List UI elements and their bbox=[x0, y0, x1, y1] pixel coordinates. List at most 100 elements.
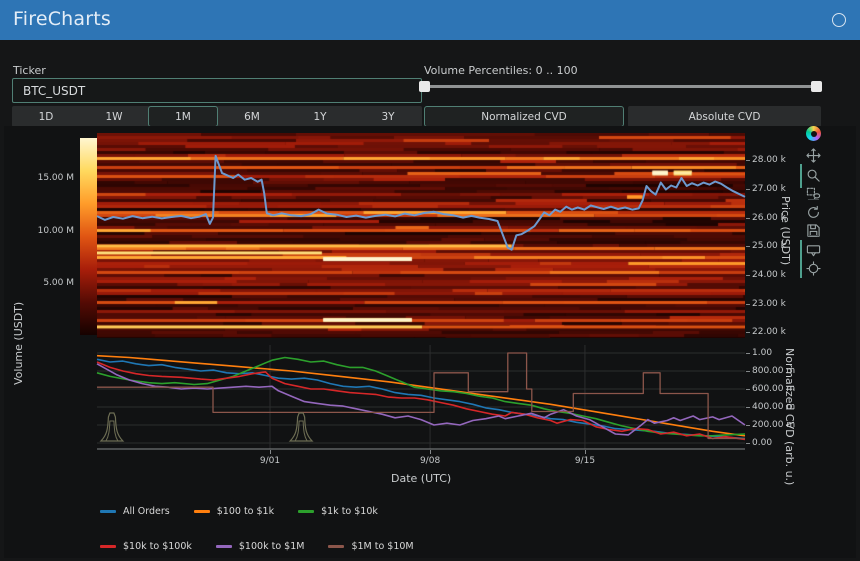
legend-item--100-to-1k[interactable]: $100 to $1k bbox=[193, 506, 275, 517]
date-tick-label: 9/08 bbox=[419, 456, 441, 466]
colorbar-tick-label: 5.00 M bbox=[43, 277, 74, 288]
legend-marker bbox=[193, 510, 210, 513]
cvd-tick-mark bbox=[746, 371, 750, 372]
price-tick-mark bbox=[746, 332, 750, 334]
plotly-modebar bbox=[0, 0, 860, 278]
pan-icon[interactable] bbox=[806, 148, 821, 163]
app-title: FireCharts bbox=[13, 8, 112, 30]
tower-marker-shape bbox=[99, 412, 125, 442]
box-lasso-select-icon[interactable] bbox=[806, 186, 821, 201]
legend-marker bbox=[328, 545, 345, 548]
date-tick-label: 9/01 bbox=[259, 456, 281, 466]
timeframe-button-1d[interactable]: 1D bbox=[38, 110, 54, 123]
cvd-tick-label: 0.00 bbox=[752, 438, 773, 448]
legend-item--10k-to-100k[interactable]: $10k to $100k bbox=[100, 541, 192, 552]
price-tick-mark bbox=[746, 188, 750, 190]
timeframe-group: 1D 1W 1M 6M 1Y 3Y bbox=[12, 106, 422, 127]
modebar-active-bar bbox=[800, 240, 802, 278]
price-tick-label: 24.00 k bbox=[752, 269, 786, 280]
modebar-divider bbox=[808, 199, 819, 200]
legend-label: $100 to $1k bbox=[216, 506, 275, 517]
volume-percentile-high-handle[interactable] bbox=[811, 81, 822, 92]
cvd-tick-mark bbox=[746, 425, 750, 426]
legend-label: $1M to $10M bbox=[351, 541, 414, 552]
volume-heatmap-plot[interactable] bbox=[97, 133, 745, 338]
plotly-logo-icon[interactable] bbox=[806, 126, 821, 141]
cvd-series-line bbox=[96, 363, 746, 436]
volume-percentile-slider-track[interactable] bbox=[424, 85, 816, 88]
price-tick-mark bbox=[746, 274, 750, 276]
reset-axes-icon[interactable] bbox=[806, 205, 821, 220]
cvd-series-line bbox=[96, 356, 746, 437]
timeframe-button-3y[interactable]: 3Y bbox=[381, 110, 395, 123]
status-circle-icon bbox=[832, 13, 846, 27]
price-tick-label: 28.00 k bbox=[752, 155, 786, 166]
price-tick-label: 25.00 k bbox=[752, 241, 786, 252]
timeframe-button-1w[interactable]: 1W bbox=[105, 110, 123, 123]
legend-label: $10k to $100k bbox=[123, 541, 192, 552]
modebar-divider bbox=[808, 235, 819, 236]
price-tick-mark bbox=[746, 246, 750, 248]
legend-label: All Orders bbox=[123, 506, 170, 517]
ticker-label: Ticker bbox=[13, 64, 46, 77]
tower-marker-shape bbox=[288, 412, 314, 442]
legend-item--1k-to-10k[interactable]: $1k to $10k bbox=[298, 506, 378, 517]
tower-marker-shape-inner bbox=[294, 420, 309, 442]
zoom-icon[interactable] bbox=[806, 168, 821, 183]
cvd-tick-label: 600.00 m bbox=[752, 384, 796, 394]
date-tick-label: 9/15 bbox=[574, 456, 596, 466]
volume-axis-title: Volume (USDT) bbox=[12, 301, 25, 385]
cvd-tick-label: 400.00 m bbox=[752, 402, 796, 412]
volume-percentiles-label: Volume Percentiles: 0 .. 100 bbox=[424, 64, 578, 77]
cvd-tick-mark bbox=[746, 353, 750, 354]
save-icon[interactable] bbox=[806, 223, 821, 238]
volume-colorbar bbox=[80, 138, 97, 335]
price-tick-mark bbox=[746, 217, 750, 219]
legend-marker bbox=[100, 510, 116, 513]
volume-percentile-low-handle[interactable] bbox=[419, 81, 430, 92]
ticker-input[interactable] bbox=[12, 78, 422, 103]
modebar-active-bar bbox=[800, 164, 802, 188]
cvd-tick-label: 800.00 m bbox=[752, 366, 796, 376]
legend-item--100k-to-1m[interactable]: $100k to $1M bbox=[215, 541, 304, 552]
tower-marker-shape-inner bbox=[105, 420, 119, 442]
price-tick-label: 27.00 k bbox=[752, 183, 786, 194]
cvd-series-line bbox=[96, 358, 746, 440]
legend-item-all-orders[interactable]: All Orders bbox=[100, 506, 170, 517]
date-tick-mark bbox=[584, 450, 586, 454]
legend-marker bbox=[215, 545, 232, 548]
legend-item--1m-to-10m[interactable]: $1M to $10M bbox=[328, 541, 414, 552]
date-tick-mark bbox=[430, 450, 432, 454]
timeframe-button-1y[interactable]: 1Y bbox=[313, 110, 327, 123]
colorbar-tick-label: 10.00 M bbox=[37, 225, 74, 236]
price-axis-title: Price (USDT) bbox=[779, 196, 792, 266]
cvd-mode-button-normalized[interactable]: Normalized CVD bbox=[424, 106, 624, 127]
legend-label: $1k to $10k bbox=[321, 506, 378, 517]
x-axis-title: Date (UTC) bbox=[391, 472, 452, 485]
cvd-tick-mark bbox=[746, 443, 750, 444]
cvd-tick-mark bbox=[746, 389, 750, 390]
cvd-line-plot[interactable] bbox=[96, 345, 746, 452]
price-line-overlay bbox=[96, 154, 746, 251]
price-line bbox=[96, 154, 746, 251]
cvd-tick-label: 200.00 m bbox=[752, 420, 796, 430]
legend-marker bbox=[100, 545, 116, 548]
cvd-axis-title: Normalized CVD (arb. u.) bbox=[783, 348, 796, 486]
hover-tooltip-icon[interactable] bbox=[806, 243, 821, 258]
price-tick-label: 26.00 k bbox=[752, 212, 786, 223]
price-tick-mark bbox=[746, 303, 750, 305]
legend-row-1: All Orders $100 to $1k $1k to $10k bbox=[100, 506, 378, 517]
timeframe-button-6m[interactable]: 6M bbox=[244, 110, 260, 123]
cvd-series-line bbox=[97, 352, 745, 440]
legend-marker bbox=[298, 510, 315, 513]
timeframe-button-1m[interactable]: 1M bbox=[148, 106, 218, 127]
date-tick-mark bbox=[270, 450, 272, 454]
spikeline-crosshair-icon[interactable] bbox=[806, 261, 821, 276]
cvd-mode-button-absolute[interactable]: Absolute CVD bbox=[628, 106, 821, 127]
price-tick-label: 22.00 k bbox=[752, 327, 786, 338]
price-tick-mark bbox=[746, 160, 750, 162]
cvd-series-line bbox=[96, 354, 746, 437]
price-tick-label: 23.00 k bbox=[752, 298, 786, 309]
cvd-tick-mark bbox=[746, 407, 750, 408]
legend-row-2: $10k to $100k $100k to $1M $1M to $10M bbox=[100, 541, 414, 552]
